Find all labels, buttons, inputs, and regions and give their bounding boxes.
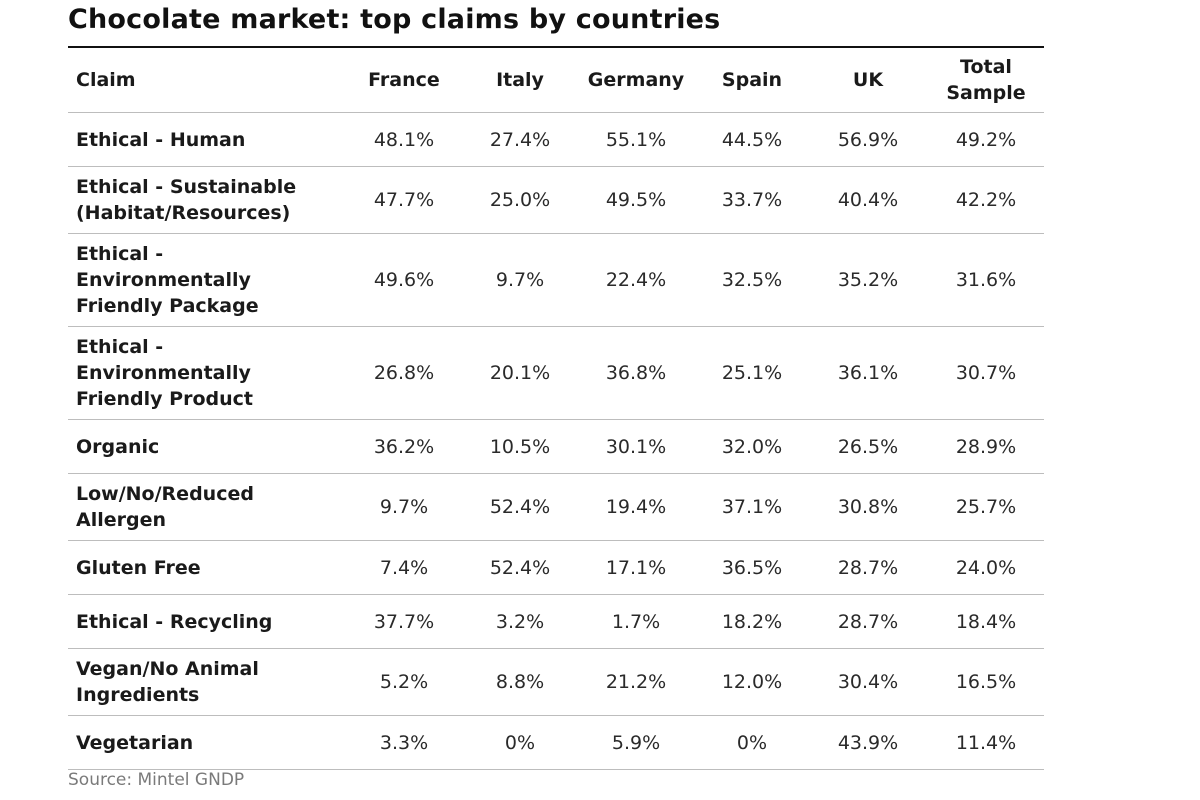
claim-label: Ethical - Environmentally Friendly Produ… (68, 326, 344, 420)
value-cell: 52.4% (464, 473, 576, 541)
chart-title: Chocolate market: top claims by countrie… (68, 4, 721, 35)
table-row: Vegan/No Animal Ingredients 5.2% 8.8% 21… (68, 648, 1044, 716)
claim-label: Vegetarian (68, 715, 344, 770)
column-header-italy: Italy (464, 48, 576, 113)
value-cell: 42.2% (928, 166, 1044, 234)
value-cell: 25.0% (464, 166, 576, 234)
value-cell: 27.4% (464, 112, 576, 167)
value-cell: 44.5% (696, 112, 808, 167)
value-cell: 26.8% (344, 326, 464, 420)
value-cell: 0% (464, 715, 576, 770)
value-cell: 32.0% (696, 419, 808, 474)
value-cell: 7.4% (344, 540, 464, 595)
claim-label: Gluten Free (68, 540, 344, 595)
value-cell: 0% (696, 715, 808, 770)
value-cell: 30.8% (808, 473, 928, 541)
value-cell: 18.2% (696, 594, 808, 649)
value-cell: 28.9% (928, 419, 1044, 474)
claim-label: Ethical - Environmentally Friendly Packa… (68, 233, 344, 327)
column-header-germany: Germany (576, 48, 696, 113)
claim-label: Low/No/Reduced Allergen (68, 473, 344, 541)
value-cell: 1.7% (576, 594, 696, 649)
value-cell: 49.2% (928, 112, 1044, 167)
table-header-row: Claim France Italy Germany Spain UK Tota… (68, 48, 1044, 113)
value-cell: 5.9% (576, 715, 696, 770)
value-cell: 30.7% (928, 326, 1044, 420)
value-cell: 28.7% (808, 540, 928, 595)
table-row: Ethical - Recycling 37.7% 3.2% 1.7% 18.2… (68, 594, 1044, 649)
value-cell: 36.8% (576, 326, 696, 420)
value-cell: 40.4% (808, 166, 928, 234)
value-cell: 9.7% (464, 233, 576, 327)
value-cell: 5.2% (344, 648, 464, 716)
value-cell: 12.0% (696, 648, 808, 716)
value-cell: 36.1% (808, 326, 928, 420)
value-cell: 36.2% (344, 419, 464, 474)
value-cell: 37.7% (344, 594, 464, 649)
value-cell: 43.9% (808, 715, 928, 770)
table-row: Low/No/Reduced Allergen 9.7% 52.4% 19.4%… (68, 473, 1044, 541)
value-cell: 8.8% (464, 648, 576, 716)
value-cell: 3.3% (344, 715, 464, 770)
value-cell: 17.1% (576, 540, 696, 595)
value-cell: 10.5% (464, 419, 576, 474)
claim-label: Ethical - Sustainable (Habitat/Resources… (68, 166, 344, 234)
table-row: Ethical - Sustainable (Habitat/Resources… (68, 166, 1044, 234)
value-cell: 26.5% (808, 419, 928, 474)
value-cell: 55.1% (576, 112, 696, 167)
value-cell: 30.4% (808, 648, 928, 716)
value-cell: 47.7% (344, 166, 464, 234)
value-cell: 20.1% (464, 326, 576, 420)
table-row: Ethical - Environmentally Friendly Packa… (68, 233, 1044, 327)
value-cell: 52.4% (464, 540, 576, 595)
table-row: Ethical - Environmentally Friendly Produ… (68, 326, 1044, 420)
table-row: Vegetarian 3.3% 0% 5.9% 0% 43.9% 11.4% (68, 715, 1044, 770)
value-cell: 30.1% (576, 419, 696, 474)
value-cell: 22.4% (576, 233, 696, 327)
claims-table: Claim France Italy Germany Spain UK Tota… (68, 48, 1044, 770)
column-header-uk: UK (808, 48, 928, 113)
column-header-total-sample: Total Sample (928, 48, 1044, 113)
value-cell: 56.9% (808, 112, 928, 167)
table-row: Gluten Free 7.4% 52.4% 17.1% 36.5% 28.7%… (68, 540, 1044, 595)
claim-label: Ethical - Human (68, 112, 344, 167)
claim-label: Organic (68, 419, 344, 474)
table-row: Ethical - Human 48.1% 27.4% 55.1% 44.5% … (68, 112, 1044, 167)
value-cell: 28.7% (808, 594, 928, 649)
value-cell: 32.5% (696, 233, 808, 327)
value-cell: 49.6% (344, 233, 464, 327)
value-cell: 11.4% (928, 715, 1044, 770)
value-cell: 21.2% (576, 648, 696, 716)
table-row: Organic 36.2% 10.5% 30.1% 32.0% 26.5% 28… (68, 419, 1044, 474)
value-cell: 35.2% (808, 233, 928, 327)
value-cell: 19.4% (576, 473, 696, 541)
column-header-france: France (344, 48, 464, 113)
value-cell: 9.7% (344, 473, 464, 541)
value-cell: 48.1% (344, 112, 464, 167)
value-cell: 31.6% (928, 233, 1044, 327)
value-cell: 16.5% (928, 648, 1044, 716)
source-note: Source: Mintel GNDP (68, 770, 245, 790)
column-header-spain: Spain (696, 48, 808, 113)
value-cell: 25.7% (928, 473, 1044, 541)
value-cell: 36.5% (696, 540, 808, 595)
value-cell: 3.2% (464, 594, 576, 649)
value-cell: 49.5% (576, 166, 696, 234)
value-cell: 37.1% (696, 473, 808, 541)
value-cell: 25.1% (696, 326, 808, 420)
value-cell: 18.4% (928, 594, 1044, 649)
claim-label: Ethical - Recycling (68, 594, 344, 649)
value-cell: 33.7% (696, 166, 808, 234)
column-header-claim: Claim (68, 48, 344, 113)
claim-label: Vegan/No Animal Ingredients (68, 648, 344, 716)
title-divider (68, 46, 1044, 48)
value-cell: 24.0% (928, 540, 1044, 595)
